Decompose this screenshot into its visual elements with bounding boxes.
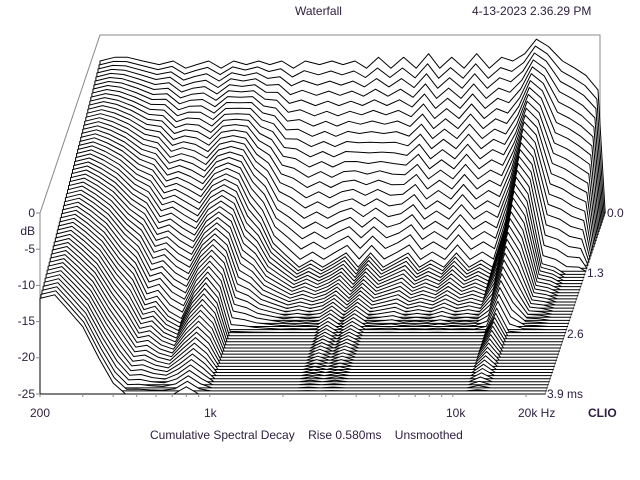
y-tick-10: -10 xyxy=(17,278,35,292)
brand-label: CLIO xyxy=(588,406,617,420)
y-tick-0: 0 xyxy=(28,206,35,220)
y-tick-25: -25 xyxy=(17,387,35,401)
plot-frame xyxy=(39,34,601,394)
z-tick-0: 0.0 xyxy=(607,206,624,220)
y-axis-label: dB xyxy=(20,224,35,238)
x-tick-20k: 20k Hz xyxy=(518,406,556,420)
y-tick-20: -20 xyxy=(17,350,35,364)
x-tick-200: 200 xyxy=(30,406,51,420)
z-tick-1.3: 1.3 xyxy=(587,266,604,280)
x-tick-1k: 1k xyxy=(204,406,217,420)
decay-slice xyxy=(39,294,546,395)
chart-title: Waterfall xyxy=(295,4,342,18)
caption: Cumulative Spectral Decay Rise 0.580ms U… xyxy=(150,428,463,442)
timestamp: 4-13-2023 2.36.29 PM xyxy=(472,4,592,18)
z-tick-3.9: 3.9 ms xyxy=(547,387,584,401)
x-tick-10k: 10k xyxy=(446,406,466,420)
caption-analysis: Cumulative Spectral Decay xyxy=(150,428,295,442)
z-tick-2.6: 2.6 xyxy=(567,327,584,341)
caption-rise: Rise 0.580ms xyxy=(308,428,382,442)
y-tick-15: -15 xyxy=(17,314,35,328)
y-tick-5: -5 xyxy=(24,242,35,256)
caption-smoothing: Unsmoothed xyxy=(394,428,463,442)
decay-slice xyxy=(61,205,569,327)
